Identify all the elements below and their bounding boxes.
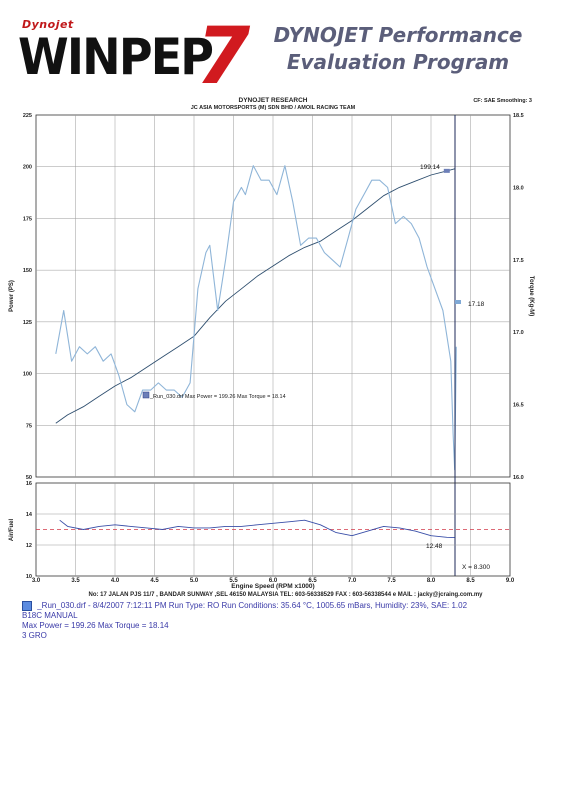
x-tick-label: 5.0: [190, 578, 199, 584]
torque-axis-label: Torque (Kg-M): [528, 276, 534, 317]
power-tick-label: 175: [23, 216, 32, 222]
af-tick-label: 16: [26, 481, 32, 487]
run-info-line4: 3 GRO: [22, 631, 47, 641]
power-tick-label: 225: [23, 113, 32, 119]
x-tick-label: 7.5: [387, 578, 396, 584]
program-title-line2: Evaluation Program: [286, 50, 510, 74]
power-tick-label: 125: [23, 320, 32, 326]
chart-subtitle: JC ASIA MOTORSPORTS (M) SDN BHD / AMOIL …: [191, 105, 356, 111]
logo-winpep-text: WINPEP: [18, 28, 214, 86]
run-info-line1-text: _Run_030.drf - 8/4/2007 7:12:11 PM Run T…: [37, 601, 468, 611]
program-title: DYNOJET Performance Evaluation Program: [248, 22, 548, 76]
run-info: _Run_030.drf - 8/4/2007 7:12:11 PM Run T…: [22, 601, 467, 641]
af-end-marker-text: 12.48: [426, 543, 443, 550]
cursor-x-label: X = 8.300: [462, 564, 490, 571]
winpep-logo: Dynojet WINPEP 7: [8, 10, 250, 96]
power-tick-label: 50: [26, 475, 32, 481]
in-chart-legend-text: _Run_030.drf Max Power = 199.26 Max Torq…: [149, 394, 286, 400]
logo-seven-text: 7: [196, 12, 251, 102]
footer-address: No: 17 JALAN PJS 11/7 , BANDAR SUNWAY ,S…: [88, 592, 483, 598]
x-tick-label: 6.5: [308, 578, 317, 584]
run-info-line1: _Run_030.drf - 8/4/2007 7:12:11 PM Run T…: [22, 601, 467, 611]
run-color-swatch-icon[interactable]: [22, 601, 32, 611]
af-series: [59, 519, 455, 539]
x-tick-label: 8.5: [466, 578, 475, 584]
torque-end-marker-text: 17.18: [468, 301, 485, 308]
torque-end-label: 17.18: [455, 300, 485, 308]
af-tick-label: 14: [26, 512, 33, 518]
af-tick-label: 10: [26, 574, 32, 580]
program-title-line1: DYNOJET Performance: [273, 23, 523, 47]
power-tick-label: 75: [26, 423, 32, 429]
header: Dynojet WINPEP 7 DYNOJET Performance Eva…: [0, 0, 571, 100]
torque-end-marker: [455, 300, 461, 304]
logo-dynojet-text: Dynojet: [22, 18, 74, 31]
af-axis-label: Air/Fuel: [9, 519, 15, 542]
torque-tick-label: 18.5: [513, 113, 524, 119]
x-tick-label: 3.0: [32, 578, 41, 584]
series-torque-line: [55, 165, 457, 471]
series-power-line: [55, 168, 455, 424]
x-tick-label: 5.5: [229, 578, 238, 584]
max-power-label: 199.14: [420, 164, 440, 171]
series-lines: [55, 165, 457, 471]
max-power-marker: [443, 168, 450, 173]
x-tick-label: 9.0: [506, 578, 515, 584]
power-axis-label: Power (PS): [9, 280, 15, 312]
torque-tick-label: 16.0: [513, 475, 524, 481]
torque-tick-label: 18.0: [513, 185, 524, 191]
x-tick-label: 8.0: [427, 578, 436, 584]
torque-tick-label: 16.5: [513, 403, 524, 409]
power-tick-label: 100: [23, 372, 32, 378]
in-chart-legend: _Run_030.drf Max Power = 199.26 Max Torq…: [142, 391, 286, 400]
x-axis-label: Engine Speed (RPM x1000): [231, 583, 314, 590]
torque-tick-labels: 16.0 16.5 17.0 17.5 18.0 18.5: [513, 113, 524, 481]
chart-title: DYNOJET RESEARCH: [239, 97, 308, 104]
in-chart-legend-swatch: [142, 391, 150, 399]
power-tick-labels: 50 75 100 125 150 175 200 225: [23, 113, 32, 481]
x-tick-label: 3.5: [71, 578, 80, 584]
series-air-fuel-line: [59, 519, 455, 539]
run-info-line2: B18C MANUAL: [22, 611, 78, 621]
power-tick-label: 150: [23, 268, 32, 274]
af-tick-labels: 10 12 14 16: [26, 481, 33, 580]
run-info-line3: Max Power = 199.26 Max Torque = 18.14: [22, 621, 169, 631]
torque-tick-label: 17.0: [513, 330, 524, 336]
max-power-marker-text: 199.14: [420, 164, 440, 171]
dyno-chart: DYNOJET RESEARCH JC ASIA MOTORSPORTS (M)…: [9, 97, 534, 590]
main-grid: [36, 115, 510, 477]
x-tick-label: 6.0: [269, 578, 278, 584]
power-tick-label: 200: [23, 165, 32, 171]
x-tick-labels: 3.0 3.5 4.0 4.5 5.0 5.5 6.0 6.5 7.0 7.5 8.0 8.5 9.0: [32, 578, 515, 584]
af-tick-label: 12: [26, 543, 32, 549]
x-tick-label: 4.5: [150, 578, 159, 584]
x-tick-label: 4.0: [111, 578, 120, 584]
x-tick-label: 7.0: [348, 578, 357, 584]
chart-corner-info: CF: SAE Smoothing: 3: [473, 98, 532, 104]
torque-tick-label: 17.5: [513, 258, 524, 264]
